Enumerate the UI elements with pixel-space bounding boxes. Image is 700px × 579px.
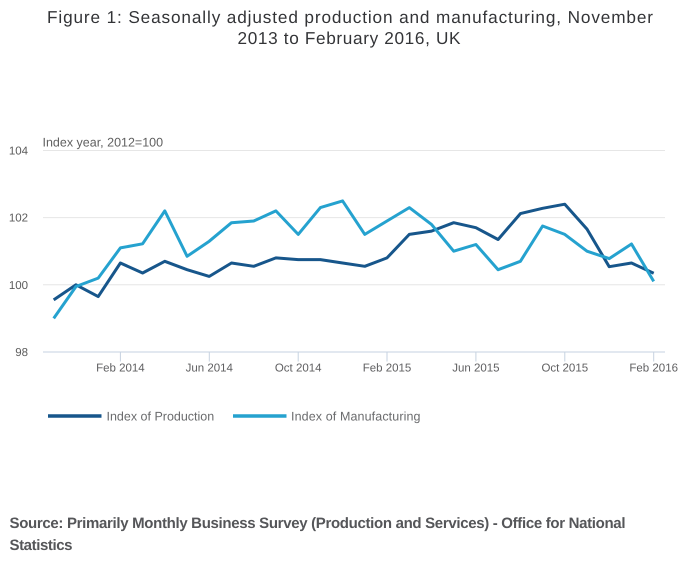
- svg-text:Feb 2016: Feb 2016: [629, 363, 678, 375]
- svg-text:Jun 2015: Jun 2015: [452, 363, 499, 375]
- svg-text:Index of Production: Index of Production: [107, 410, 215, 424]
- svg-text:98: 98: [15, 347, 28, 359]
- svg-text:Source: Primarily Monthly Busi: Source: Primarily Monthly Business Surve…: [10, 515, 626, 532]
- svg-text:104: 104: [9, 146, 29, 158]
- svg-text:Statistics: Statistics: [10, 537, 73, 554]
- svg-text:Feb 2015: Feb 2015: [363, 363, 412, 375]
- svg-text:Index of Manufacturing: Index of Manufacturing: [291, 410, 421, 424]
- svg-text:100: 100: [9, 280, 28, 292]
- svg-text:Feb 2014: Feb 2014: [96, 363, 145, 375]
- svg-text:Index year, 2012=100: Index year, 2012=100: [43, 136, 164, 150]
- svg-text:2013 to February 2016, UK: 2013 to February 2016, UK: [238, 28, 462, 48]
- svg-text:Figure 1: Seasonally adjusted: Figure 1: Seasonally adjusted production…: [47, 7, 653, 27]
- svg-text:Oct 2015: Oct 2015: [541, 363, 588, 375]
- svg-text:Oct 2014: Oct 2014: [275, 363, 322, 375]
- svg-text:102: 102: [9, 213, 28, 225]
- svg-text:Jun 2014: Jun 2014: [186, 363, 234, 375]
